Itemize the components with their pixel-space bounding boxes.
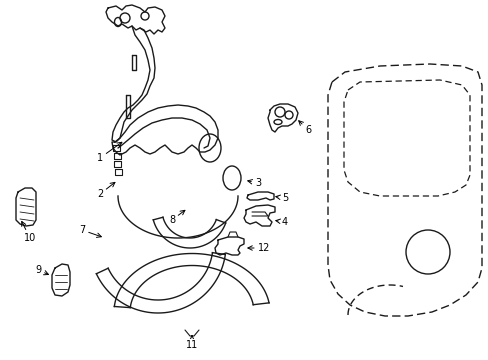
- Text: 2: 2: [97, 183, 115, 199]
- Text: 12: 12: [247, 243, 270, 253]
- Text: 3: 3: [247, 178, 261, 188]
- Text: 1: 1: [97, 142, 122, 163]
- Text: 7: 7: [79, 225, 101, 237]
- Text: 6: 6: [298, 121, 310, 135]
- Text: 8: 8: [168, 210, 184, 225]
- Text: 11: 11: [185, 336, 198, 350]
- Text: 10: 10: [21, 221, 36, 243]
- Text: 4: 4: [275, 217, 287, 227]
- Text: 5: 5: [275, 193, 287, 203]
- Text: 9: 9: [35, 265, 48, 275]
